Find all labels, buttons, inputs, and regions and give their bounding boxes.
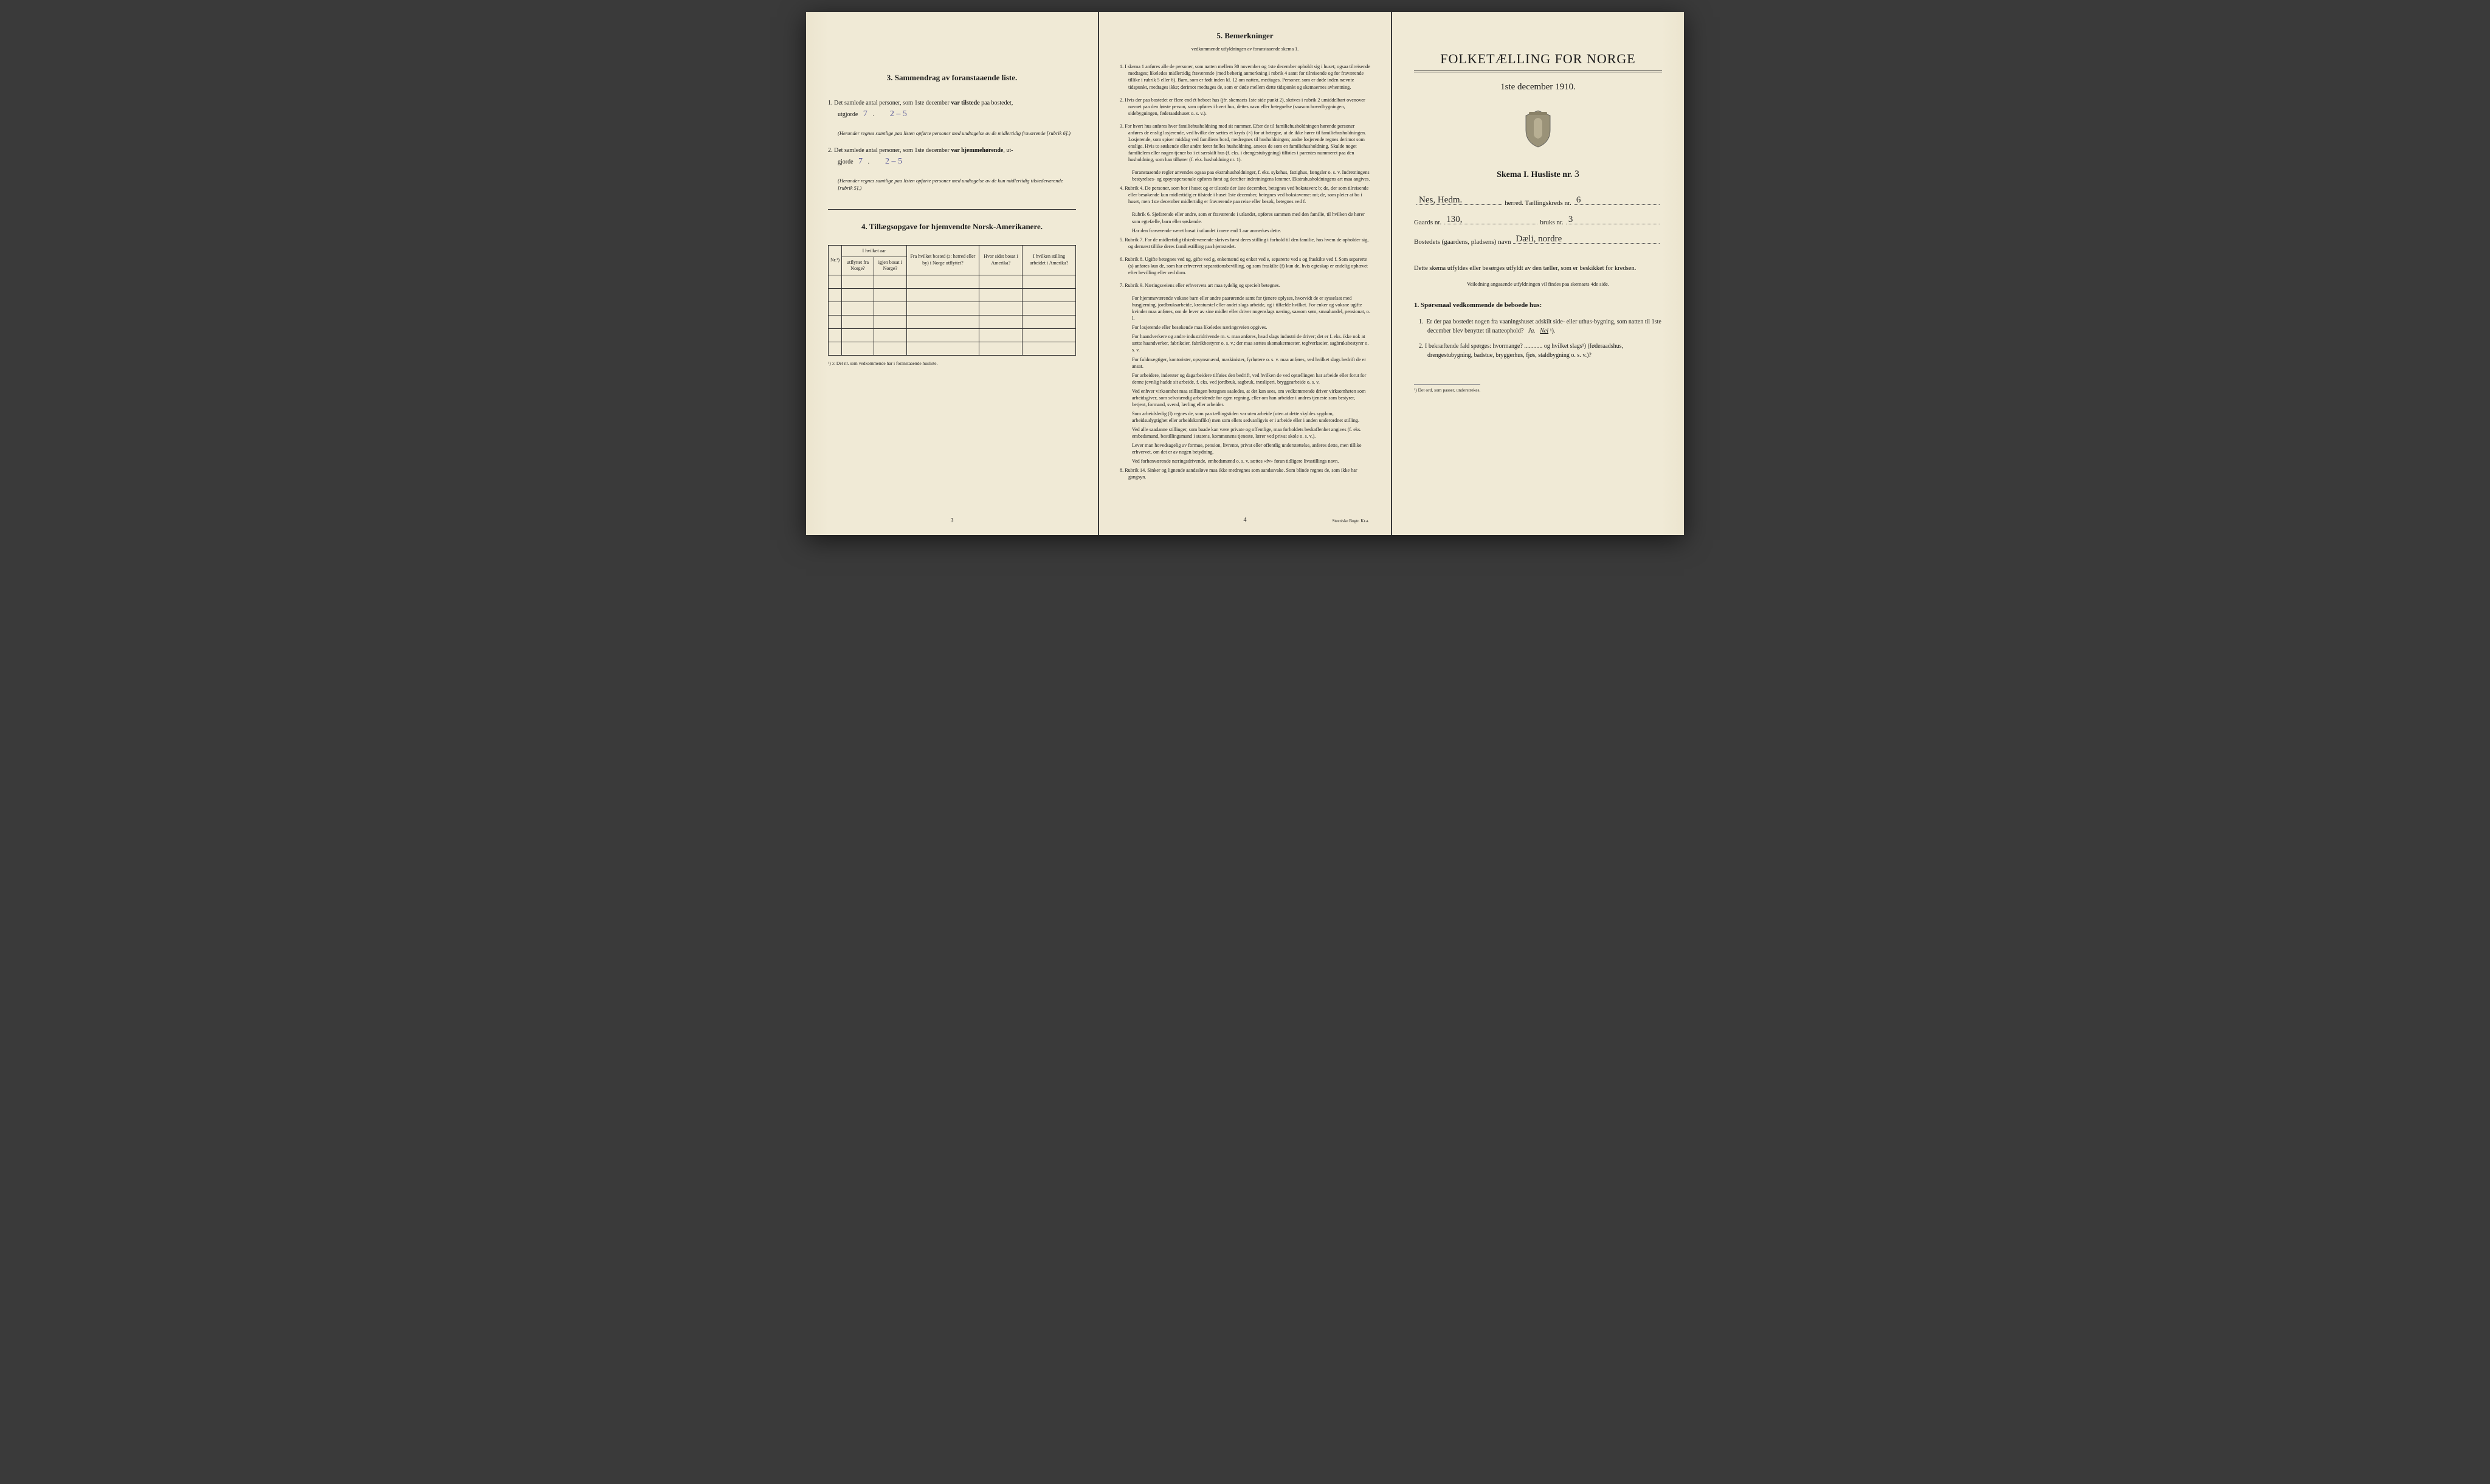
col-where: Hvor sidst bosat i Amerika? [979,245,1023,275]
table-row [829,328,1076,342]
remark-item: 3. For hvert hus anføres hver familiehus… [1120,123,1370,163]
fill-1a: 7 [860,109,871,119]
col-nr: Nr.¹) [829,245,842,275]
coat-of-arms-icon [1523,109,1553,148]
remark-item: 5. Rubrik 7. For de midlertidig tilstede… [1120,236,1370,250]
remarks-list: 1. I skema 1 anføres alle de personer, s… [1120,63,1370,480]
instruction-block: Dette skema utfyldes eller besørges utfy… [1414,264,1662,274]
item-1: 1. Det samlede antal personer, som 1ste … [828,98,1076,120]
document-spread: 3. Sammendrag av foranstaaende liste. 1.… [806,12,1684,535]
fill-2a: 7 [855,157,866,166]
remark-item: Ved forhenværende næringsdrivende, embed… [1120,458,1370,464]
remark-item: Rubrik 6. Sjøfarende eller andre, som er… [1120,211,1370,224]
remark-item: For losjerende eller besøkende maa likel… [1120,324,1370,331]
question-2: 2. I bekræftende fald spørges: hvormange… [1414,342,1662,360]
page-number: 4 [1244,516,1247,525]
emigrant-table: Nr.¹) I hvilket aar Fra hvilket bosted (… [828,245,1076,356]
table-row [829,288,1076,302]
col-back: igjen bosat i Norge? [874,257,906,275]
col-from: Fra hvilket bosted (ɔ: herred eller by) … [906,245,979,275]
section-3-title: 3. Sammendrag av foranstaaende liste. [828,73,1076,83]
remark-item: 4. Rubrik 4. De personer, som bor i huse… [1120,185,1370,205]
remark-item: For fuldmægtiger, kontorister, opsynsmæn… [1120,356,1370,370]
remark-item: Foranstaaende regler anvendes ogsaa paa … [1120,169,1370,182]
remark-item: Har den fraværende været bosat i utlande… [1120,227,1370,234]
remark-item: For haandverkere og andre industridriven… [1120,333,1370,353]
bosted-name: Dæli, nordre [1516,234,1562,244]
skema-line: Skema I. Husliste nr. 3 [1414,169,1662,180]
main-title: FOLKETÆLLING FOR NORGE [1414,51,1662,72]
remark-item: 2. Hvis der paa bostedet er flere end ét… [1120,97,1370,117]
col-year-h: I hvilket aar [842,245,907,257]
page-3: 3. Sammendrag av foranstaaende liste. 1.… [806,12,1098,535]
divider [828,209,1076,210]
herred-line: Nes, Hedm. herred. Tællingskreds nr. 6 [1414,199,1662,207]
right-footnote: ¹) Det ord, som passer, understrekes. [1414,384,1480,393]
table-row [829,342,1076,355]
bosted-line: Bostedets (gaardens, pladsens) navn Dæli… [1414,238,1662,246]
herred-value: Nes, Hedm. [1419,195,1462,205]
remark-item: For arbeidere, inderster og dagarbeidere… [1120,372,1370,385]
col-pos: I hvilken stilling arbeidet i Amerika? [1023,245,1076,275]
gaards-nr: 130, [1446,215,1462,225]
remark-item: Lever man hovedsagelig av formue, pensio… [1120,442,1370,455]
gaards-line: Gaards nr. 130, bruks nr. 3 [1414,219,1662,226]
remark-item: Ved enhver virksomhet maa stillingen bet… [1120,388,1370,408]
question-head: 1. Spørsmaal vedkommende de beboede hus: [1414,302,1662,309]
item-1-fine: (Herunder regnes samtlige paa listen opf… [828,130,1076,137]
remark-item: 6. Rubrik 8. Ugifte betegnes ved ug, gif… [1120,256,1370,276]
item-2-fine: (Herunder regnes samtlige paa listen opf… [828,178,1076,192]
section-5-title: 5. Bemerkninger [1120,30,1370,41]
remark-item: Som arbeidsledig (l) regnes de, som paa … [1120,410,1370,424]
section-4-title: 4. Tillægsopgave for hjemvendte Norsk-Am… [828,222,1076,232]
remark-item: For hjemmeværende voksne barn eller andr… [1120,295,1370,322]
remark-item: Ved alle saadanne stillinger, som baade … [1120,426,1370,440]
section-5-sub: vedkommende utfyldningen av foranstaaend… [1120,46,1370,53]
col-out: utflyttet fra Norge? [842,257,874,275]
question-1: 1. Er der paa bostedet nogen fra vaaning… [1414,317,1662,336]
remark-item: 8. Rubrik 14. Sinker og lignende aandssl… [1120,467,1370,480]
bruks-nr: 3 [1568,215,1573,225]
fill-1b: 2 – 5 [886,109,911,119]
instruction-sub: Veiledning angaaende utfyldningen vil fi… [1414,281,1662,287]
table-footnote: ¹) ɔ: Det nr. som vedkommende har i fora… [828,361,1076,366]
printer-mark: Steen'ske Bogtr. Kr.a. [1332,519,1369,524]
item-2: 2. Det samlede antal personer, som 1ste … [828,146,1076,168]
kreds-nr: 6 [1576,195,1581,205]
table-row [829,315,1076,328]
table-row [829,302,1076,315]
husliste-nr: 3 [1574,169,1579,179]
remark-item: 1. I skema 1 anføres alle de personer, s… [1120,63,1370,90]
table-row [829,275,1076,288]
page-4: 5. Bemerkninger vedkommende utfyldningen… [1099,12,1391,535]
fill-2b: 2 – 5 [881,157,906,166]
main-date: 1ste december 1910. [1414,82,1662,92]
page-cover: FOLKETÆLLING FOR NORGE 1ste december 191… [1392,12,1684,535]
page-number: 3 [951,517,954,524]
remark-item: 7. Rubrik 9. Næringsveiens eller erhverv… [1120,282,1370,289]
